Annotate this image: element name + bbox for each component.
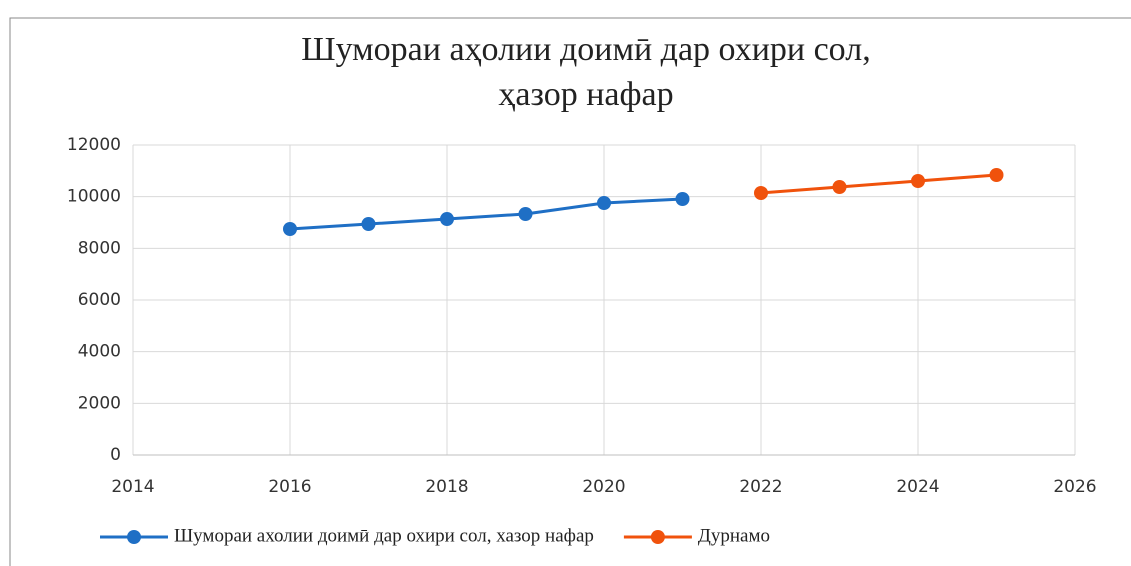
x-tick-label: 2016 — [268, 477, 311, 497]
chart-title: Шумораи аҳолии доимӣ дар охири сол, — [301, 31, 870, 68]
chart-frame — [9, 17, 1131, 566]
chart-title: ҳазор нафар — [498, 76, 673, 113]
y-tick-label: 4000 — [78, 342, 121, 362]
y-tick-label: 8000 — [78, 238, 121, 258]
x-tick-label: 2024 — [896, 477, 939, 497]
legend-marker — [127, 530, 141, 544]
data-point — [597, 195, 611, 210]
x-tick-label: 2026 — [1053, 477, 1096, 497]
y-tick-label: 10000 — [67, 187, 121, 207]
data-point — [440, 212, 454, 227]
series-line — [289, 197, 683, 231]
data-point — [675, 191, 690, 206]
data-point — [754, 185, 768, 200]
y-tick-label: 12000 — [67, 135, 121, 155]
data-point — [518, 207, 533, 222]
y-tick-label: 6000 — [78, 290, 121, 310]
data-point — [283, 222, 297, 237]
legend-marker — [650, 530, 665, 544]
data-point — [989, 167, 1004, 182]
data-point — [911, 174, 925, 189]
legend-label: Дурнамо — [698, 525, 770, 546]
x-tick-label: 2022 — [739, 477, 782, 497]
y-tick-label: 2000 — [78, 393, 121, 413]
x-tick-label: 2020 — [582, 477, 625, 497]
data-point — [361, 216, 376, 231]
x-tick-label: 2014 — [111, 477, 154, 497]
legend-label: Шумораи ахолии доимӣ дар охири сол, хазо… — [174, 525, 594, 546]
data-point — [832, 180, 847, 195]
series-line — [760, 173, 997, 195]
x-tick-label: 2018 — [425, 477, 468, 497]
y-tick-label: 0 — [110, 445, 121, 465]
